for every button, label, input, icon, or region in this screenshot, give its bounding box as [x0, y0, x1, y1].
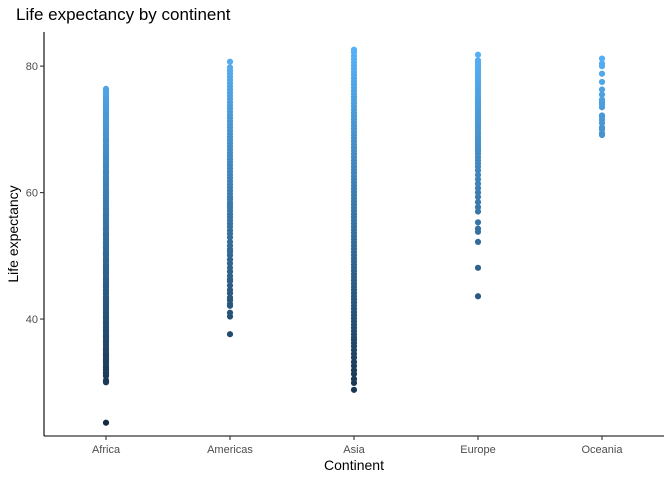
x-tick-label-africa: Africa — [92, 444, 121, 456]
data-point-europe — [474, 193, 482, 201]
data-point-oceania — [598, 91, 606, 98]
data-point-europe — [474, 176, 482, 183]
data-point-europe — [474, 208, 482, 215]
data-point-asia — [350, 386, 358, 393]
data-point-europe — [474, 189, 482, 196]
data-point-oceania — [598, 124, 606, 131]
y-axis-title: Life expectancy — [5, 185, 21, 282]
data-point-americas — [226, 286, 234, 294]
data-point-oceania — [598, 112, 606, 119]
data-point-europe — [474, 198, 482, 206]
data-point-europe — [474, 225, 482, 232]
data-point-oceania — [598, 96, 606, 103]
data-point-oceania — [598, 55, 606, 62]
chart-title: Life expectancy by continent — [16, 5, 231, 24]
data-point-europe — [474, 238, 482, 245]
data-point-europe — [474, 293, 482, 300]
data-point-asia — [350, 358, 358, 366]
data-point-europe — [474, 219, 482, 226]
data-point-americas — [226, 64, 234, 71]
y-tick-label: 40 — [26, 314, 38, 326]
data-point-oceania — [598, 70, 606, 77]
y-axis-ticks: 40 60 80 — [26, 61, 44, 326]
data-point-europe — [474, 204, 482, 211]
data-point-americas — [226, 272, 234, 280]
data-point-europe — [474, 185, 482, 192]
data-point-americas — [226, 238, 234, 245]
data-points — [102, 46, 606, 426]
y-tick-label: 80 — [26, 61, 38, 73]
data-point-africa — [102, 419, 110, 426]
data-point-africa — [102, 377, 110, 384]
x-tick-label-americas: Americas — [207, 444, 253, 456]
data-point-europe — [474, 264, 482, 271]
data-point-americas — [226, 58, 234, 65]
data-point-americas — [226, 282, 234, 289]
x-tick-label-oceania: Oceania — [582, 444, 624, 456]
x-axis-ticks: Africa Americas Asia Europe Oceania — [92, 436, 623, 456]
data-point-europe — [474, 171, 482, 178]
data-point-americas — [226, 309, 234, 316]
y-tick-label: 60 — [26, 188, 38, 200]
x-tick-label-europe: Europe — [460, 444, 495, 456]
data-point-europe — [474, 180, 482, 187]
data-point-europe — [474, 57, 482, 64]
data-point-asia — [350, 367, 358, 374]
data-point-oceania — [598, 60, 606, 67]
data-point-americas — [226, 264, 234, 271]
data-point-asia — [350, 46, 358, 53]
data-point-oceania — [598, 86, 606, 93]
data-point-asia — [350, 376, 358, 383]
data-point-africa — [102, 85, 110, 92]
data-point-oceania — [598, 78, 606, 86]
data-point-americas — [226, 331, 234, 338]
x-tick-label-asia: Asia — [343, 444, 365, 456]
data-point-europe — [474, 51, 482, 58]
x-axis-title: Continent — [324, 457, 384, 473]
data-point-americas — [226, 256, 234, 263]
data-point-americas — [226, 294, 234, 301]
